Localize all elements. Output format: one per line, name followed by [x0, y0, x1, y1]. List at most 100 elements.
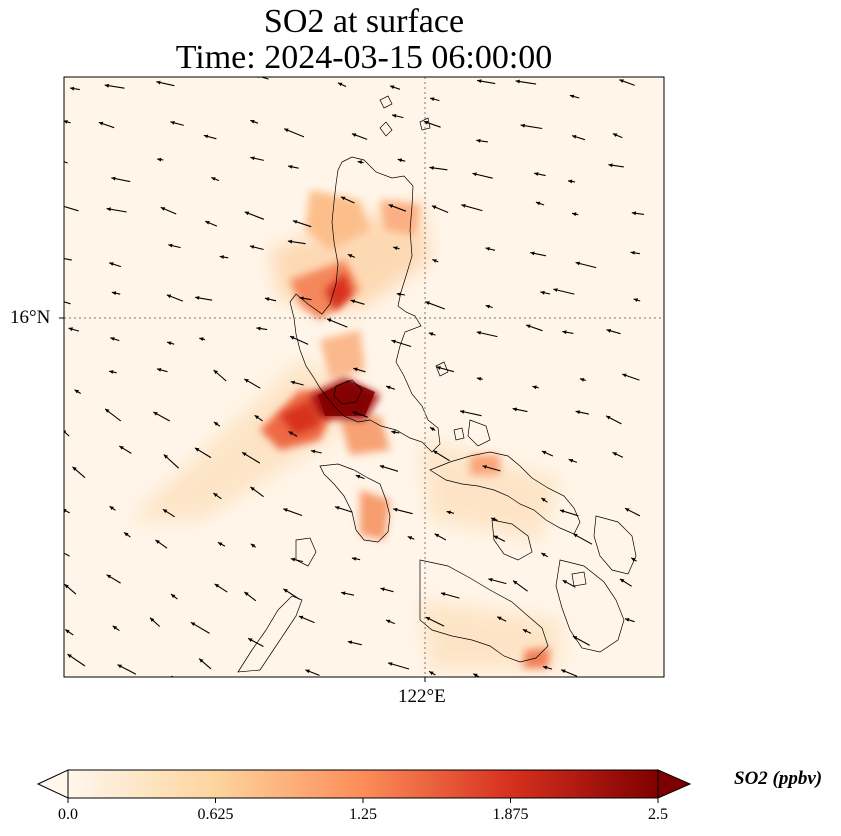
so2-plume	[420, 440, 560, 540]
colorbar-ticks	[67, 798, 659, 803]
wind-arrow-head	[299, 296, 304, 301]
wind-arrow-head	[392, 114, 397, 118]
wind-arrow-head	[337, 82, 343, 87]
wind-arrow-shaft	[64, 509, 70, 514]
colorbar-tick-label: 0.0	[58, 806, 78, 823]
wind-arrow-shaft	[282, 68, 302, 77]
wind-arrow-head	[386, 619, 391, 624]
wind-arrow-head	[195, 296, 200, 300]
wind-arrow-head	[446, 510, 451, 515]
wind-arrow-head	[109, 370, 114, 374]
wind-arrow-head	[244, 211, 250, 216]
wind-arrow-head	[264, 297, 270, 302]
wind-arrow-head	[190, 622, 196, 626]
wind-arrow-head	[630, 251, 635, 255]
island-coastline	[571, 571, 587, 587]
wind-arrow-head	[619, 79, 624, 83]
wind-arrow-head	[347, 640, 353, 645]
wind-arrow-shaft	[64, 301, 71, 305]
wind-arrow-head	[211, 177, 216, 181]
wind-arrow-head	[493, 535, 499, 540]
wind-arrow-head	[353, 367, 358, 372]
wind-arrow-head	[391, 339, 396, 344]
wind-arrow-head	[491, 517, 496, 522]
wind-arrow-head	[513, 580, 518, 585]
wind-arrow-head	[244, 591, 249, 596]
wind-arrow-head	[386, 385, 391, 390]
wind-arrow-head	[217, 542, 223, 547]
wind-arrow-head	[54, 255, 58, 259]
wind-arrow-head	[290, 557, 296, 562]
wind-arrow-head	[244, 379, 249, 383]
wind-arrow-head	[562, 580, 568, 584]
wind-arrow-head	[112, 625, 118, 630]
island-coastline	[453, 427, 465, 441]
wind-arrow-head	[64, 430, 67, 434]
wind-arrow-head	[327, 318, 332, 323]
wind-arrow-head	[290, 336, 295, 340]
wind-arrow-head	[163, 454, 169, 459]
wind-arrow-head	[559, 509, 565, 514]
wind-arrow-head	[625, 618, 630, 622]
bicol-coastline	[429, 451, 581, 535]
wind-arrow-head	[213, 493, 218, 497]
so2-plume	[380, 200, 420, 235]
wind-vectors	[50, 68, 644, 685]
palawan-coastline	[237, 595, 303, 673]
wind-arrow-head	[284, 128, 289, 133]
island-coastline	[379, 121, 393, 137]
colorbar-tick-label: 0.625	[197, 806, 234, 823]
island-coastline	[379, 95, 393, 109]
wind-arrow-head	[254, 415, 259, 420]
colorbar	[36, 769, 692, 803]
wind-arrow-head	[633, 298, 639, 302]
wind-arrow-head	[199, 658, 204, 663]
wind-arrow-head	[391, 430, 396, 435]
wind-arrow-shaft	[64, 552, 70, 557]
wind-arrow-head	[522, 629, 528, 633]
wind-arrow-head	[429, 166, 434, 170]
wind-arrow-head	[250, 486, 255, 491]
wind-arrow-head	[541, 450, 547, 455]
wind-arrow-head	[106, 207, 111, 212]
wind-arrow-shaft	[64, 161, 68, 164]
wind-arrow-head	[52, 157, 56, 161]
wind-arrow-head	[53, 547, 58, 551]
wind-arrow-head	[105, 408, 110, 413]
colorbar-tick-label: 1.875	[492, 806, 529, 823]
wind-arrow-head	[298, 615, 304, 620]
wind-arrow-head	[350, 678, 355, 682]
wind-arrow-head	[98, 121, 104, 126]
wind-arrow-head	[572, 135, 577, 139]
wind-arrow-head	[631, 211, 637, 216]
wind-arrow-head	[430, 427, 435, 432]
wind-arrow-head	[397, 158, 403, 163]
wind-arrow-shaft	[64, 205, 79, 212]
wind-arrow-head	[568, 179, 573, 184]
wind-arrow-head	[64, 509, 67, 513]
so2-plume	[523, 648, 550, 668]
wind-arrow-head	[219, 255, 224, 259]
wind-arrow-head	[407, 536, 413, 540]
colorbar-extend-max	[657, 769, 692, 799]
wind-arrow-head	[72, 466, 77, 471]
wind-arrow-head	[350, 299, 356, 304]
wind-arrow-head	[425, 617, 431, 621]
wind-arrow-head	[625, 508, 630, 512]
wind-arrow-head	[341, 591, 346, 596]
wind-arrow-head	[283, 508, 288, 512]
wind-arrow-head	[213, 370, 218, 375]
wind-arrow-head	[380, 587, 385, 592]
wind-arrow-head	[355, 474, 361, 479]
wind-arrow-head	[631, 557, 636, 562]
wind-arrow-head	[351, 557, 357, 561]
wind-arrow-head	[429, 671, 434, 676]
wind-arrow-head	[106, 574, 112, 579]
wind-arrow-head	[288, 165, 293, 169]
wind-arrow-head	[67, 654, 72, 658]
wind-arrow-head	[250, 119, 255, 124]
wind-arrow-head	[612, 681, 616, 685]
wind-arrow-head	[64, 120, 68, 124]
wind-arrow-head	[199, 337, 204, 341]
wind-arrow-head	[50, 297, 55, 301]
